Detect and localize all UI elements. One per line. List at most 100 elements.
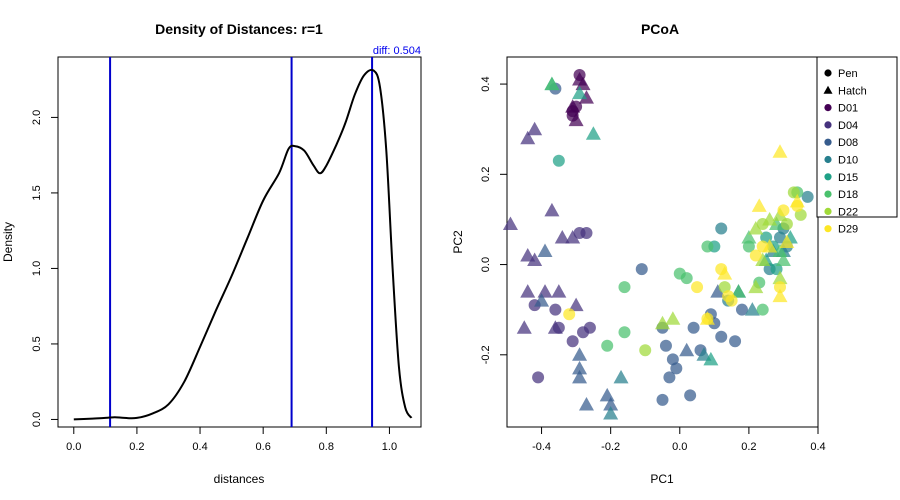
pcoa-point-hatch-d04 [547,320,563,334]
pcoa-point-hatch-d04 [544,202,560,217]
pcoa-point-hatch-d08 [572,369,588,384]
density-vlines [109,57,374,427]
pcoa-point-pen-d10 [715,222,728,235]
pcoa-point-hatch-d04 [568,297,584,312]
density-y-tick-label: 0.5 [31,336,43,351]
pcoa-point-hatch-d01 [565,99,581,113]
pcoa-point-pen-d04 [566,335,579,348]
pcoa-point-pen-d08 [666,353,679,366]
pcoa-point-hatch-d04 [554,229,570,244]
pcoa-point-pen-d08 [735,303,748,316]
pcoa-point-pen-d15 [552,154,565,167]
pcoa-point-pen-d29 [749,249,762,262]
legend-circle-icon [824,155,832,164]
pcoa-point-pen-d29 [563,308,576,321]
pcoa-point-pen-d08 [659,339,672,352]
pcoa-point-hatch-d10 [613,369,629,384]
pcoa-point-pen-d08 [670,362,683,375]
pcoa-point-hatch-d08 [710,284,726,298]
pcoa-point-hatch-d15 [703,351,719,366]
legend-circle-icon [824,138,832,146]
legend-circle-icon [824,207,832,215]
density-x-label: distances [214,472,265,486]
pcoa-x-tick-label: -0.2 [601,441,620,453]
density-curve [73,68,413,421]
pcoa-y-tick-label: -0.2 [480,345,492,364]
pcoa-point-hatch-d22 [755,252,771,267]
pcoa-point-pen-d29 [777,204,790,217]
pcoa-point-hatch-d04 [527,252,543,267]
pcoa-y-label: PC2 [451,230,465,254]
diff-annotation: diff: 0.504 [373,45,421,57]
pcoa-point-hatch-d29 [699,311,715,325]
pcoa-point-hatch-d01 [578,90,594,104]
pcoa-point-hatch-d08 [534,293,550,307]
legend-label: D15 [838,172,858,184]
pcoa-point-pen-d10 [773,231,786,244]
pcoa-point-pen-d04 [549,303,562,316]
pcoa-point-hatch-d22 [655,315,670,330]
pcoa-point-pen-d29 [773,281,786,294]
legend-triangle-icon [823,85,833,94]
pcoa-x-tick-label: -0.4 [532,441,551,453]
pcoa-point-pen-d22 [639,344,652,357]
density-y-axis: 0.0 0.5 1.0 1.5 2.0 [31,110,59,427]
pcoa-point-hatch-d10 [696,347,712,361]
pcoa-point-pen-d04 [580,226,593,239]
pcoa-point-hatch-d08 [599,387,615,402]
pcoa-y-tick-label: 0.2 [480,167,492,182]
pcoa-x-label: PC1 [650,472,674,486]
legend-circle-icon [824,225,832,233]
pcoa-title: PCoA [641,21,679,37]
pcoa-point-pen-d29 [725,294,738,307]
pcoa-point-hatch-d22 [665,311,681,325]
density-x-tick-label: 0.4 [192,441,207,453]
pcoa-point-hatch-d18 [731,284,747,298]
pcoa-point-hatch-d08 [603,396,619,411]
pcoa-point-pen-d18 [618,281,631,294]
legend-label: Hatch [838,85,867,97]
pcoa-y-tick-label: 0.0 [480,257,492,272]
legend-label: Pen [838,68,858,80]
pcoa-y-tick-label: 0.4 [480,76,492,91]
pcoa-point-pen-d22 [718,281,731,294]
pcoa-x-tick-label: 0.0 [672,441,687,453]
legend-circle-icon [824,69,832,77]
pcoa-point-hatch-d22 [772,270,788,285]
density-y-label: Density [1,222,15,262]
pcoa-point-pen-d08 [687,321,700,334]
pcoa-point-pen-d08 [656,393,669,406]
pcoa-panel: PCoA -0.4 -0.2 0.0 0.2 0.4 -0.2 0.0 0.2 0.4 PC1… [451,21,898,486]
pcoa-point-hatch-d29 [779,234,795,248]
pcoa-point-hatch-d04 [520,248,536,262]
pcoa-point-hatch-d29 [772,288,788,303]
pcoa-point-hatch-d08 [537,243,553,258]
pcoa-point-hatch-d04 [516,320,532,334]
pcoa-point-hatch-d08 [572,360,588,375]
pcoa-point-hatch-d04 [565,229,581,244]
pcoa-point-hatch-d29 [717,266,733,280]
pcoa-x-tick-label: 0.4 [810,441,825,453]
density-y-tick-label: 0.0 [31,412,43,427]
pcoa-point-hatch-d18 [775,252,791,267]
pcoa-point-hatch-d29 [789,193,805,208]
density-x-tick-label: 1.0 [382,441,397,453]
pcoa-legend: Pen Hatch D01 D04 D08 D10 D15 D18 D22 D29 [816,56,898,236]
legend-label: D04 [838,120,858,132]
pcoa-y-axis: -0.2 0.0 0.2 0.4 [480,76,508,364]
pcoa-point-pen-d29 [691,281,704,294]
pcoa-point-hatch-d18 [772,243,788,258]
pcoa-point-hatch-d08 [572,347,588,361]
legend-label: D22 [838,206,858,218]
pcoa-point-pen-d08 [684,389,697,402]
pcoa-point-hatch-d22 [748,279,764,294]
legend-label: D08 [838,137,858,149]
pcoa-point-pen-d18 [701,240,714,253]
pcoa-point-pen-d08 [635,263,648,276]
pcoa-point-pen-d10 [801,190,814,203]
pcoa-point-hatch-d18 [544,76,560,91]
legend-circle-icon [824,173,832,181]
density-y-tick-label: 1.5 [31,185,43,200]
density-plot-box [57,56,422,428]
legend-label: D01 [838,103,858,115]
